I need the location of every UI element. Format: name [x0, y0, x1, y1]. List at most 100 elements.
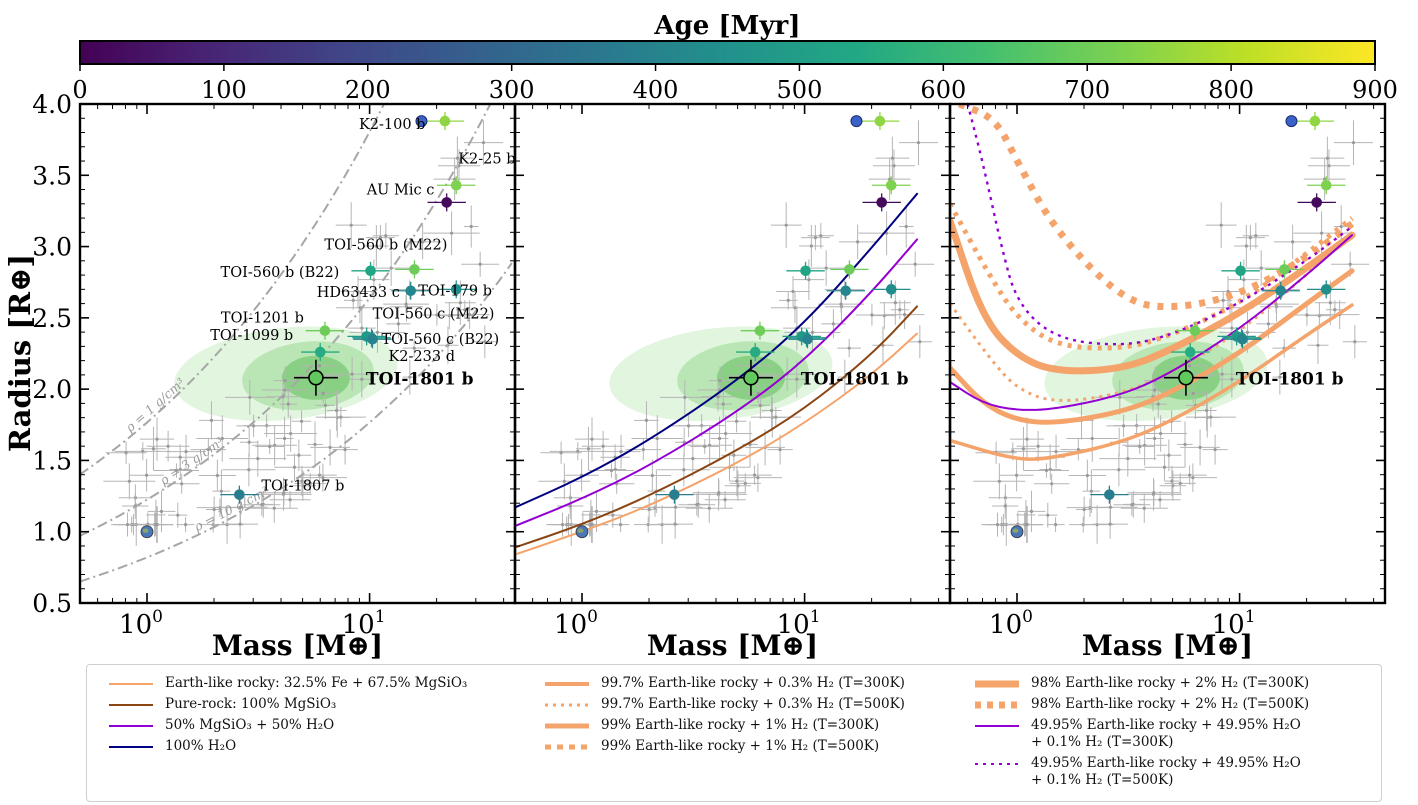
- background-planet: [151, 447, 156, 451]
- planet-label: K2-100 b: [359, 117, 426, 133]
- background-planet: [360, 326, 364, 330]
- background-planet: [611, 513, 615, 517]
- background-planet: [124, 451, 128, 455]
- y-axis-label: Radius [R⊕]: [3, 254, 37, 452]
- background-planet: [328, 445, 332, 450]
- x-tick-label: 101: [1212, 607, 1256, 640]
- toi-1801b-marker: [308, 369, 324, 386]
- background-planet: [644, 418, 649, 422]
- background-planet: [1191, 476, 1195, 480]
- legend-swatch: [545, 723, 589, 729]
- background-planet: [350, 372, 354, 376]
- x-tick-label: 100: [989, 607, 1033, 640]
- legend-swatch: [109, 683, 153, 685]
- background-planet: [752, 473, 757, 477]
- background-planet: [1117, 468, 1121, 472]
- panel-3-plot-area: [950, 104, 1373, 546]
- legend-label: 50% MgSiO₃ + 50% H₂O: [165, 717, 335, 733]
- background-planet: [695, 503, 699, 507]
- background-planet: [1025, 437, 1029, 441]
- background-planet: [1153, 388, 1157, 392]
- mass-radius-figure: Age [Myr] 0 100 200 300 400 500 600 700 800 900 ρ =…: [3, 11, 1398, 662]
- background-planet: [1316, 343, 1320, 347]
- background-planet: [455, 156, 459, 160]
- planet-label: HD63433 c: [317, 285, 400, 301]
- young-planet-marker: [1189, 325, 1201, 336]
- background-planet: [559, 451, 563, 455]
- colorbar-tick-label: 0: [72, 76, 87, 104]
- model-curve: [515, 238, 919, 528]
- background-planet: [1159, 431, 1163, 436]
- background-planet: [1339, 224, 1343, 229]
- young-planet-marker: [1320, 179, 1332, 191]
- toi-1801b-marker: [743, 369, 759, 386]
- background-planet: [809, 244, 813, 248]
- y-tick-label: 4.0: [32, 90, 72, 119]
- legend-swatch: [545, 682, 589, 686]
- legend-label: 49.95% Earth-like rocky + 49.95% H₂O + 0…: [1031, 755, 1301, 788]
- background-planet: [321, 476, 325, 480]
- young-planet-marker: [234, 489, 245, 500]
- background-planet: [178, 455, 182, 459]
- background-planet: [1044, 468, 1049, 473]
- y-tick-label: 2.5: [32, 304, 72, 333]
- background-planet: [778, 447, 782, 452]
- background-planet: [1152, 436, 1157, 441]
- background-planet: [209, 418, 214, 422]
- background-planet: [568, 504, 572, 508]
- background-planet: [159, 509, 164, 513]
- background-planet: [716, 395, 720, 399]
- background-planet: [769, 408, 774, 413]
- background-planet: [824, 266, 828, 270]
- legend-swatch: [109, 725, 153, 727]
- background-planet: [1266, 322, 1271, 326]
- background-planet: [1090, 436, 1094, 441]
- background-planet: [1328, 301, 1332, 305]
- background-planet: [1198, 445, 1202, 450]
- background-planet: [248, 395, 252, 399]
- background-planet: [1122, 424, 1126, 428]
- young-planet-marker: [1104, 489, 1115, 500]
- legend-label: 49.95% Earth-like rocky + 49.95% H₂O + 0…: [1031, 717, 1301, 750]
- background-planet: [819, 234, 823, 238]
- model-curve: [950, 234, 1354, 411]
- young-planet-marker: [314, 346, 326, 358]
- colorbar-tick-label: 900: [1352, 76, 1398, 104]
- planet-label: TOI-1201 b: [221, 311, 304, 327]
- background-planet: [317, 364, 322, 368]
- colorbar: [79, 40, 1376, 65]
- legend-swatch: [975, 763, 1019, 765]
- earth-icon-land: [142, 528, 149, 533]
- background-planet: [890, 156, 894, 160]
- background-planet: [1014, 473, 1019, 477]
- background-planet: [1325, 156, 1329, 160]
- legend-label: 99% Earth-like rocky + 1% H₂ (T=500K): [601, 738, 880, 754]
- young-planet-marker: [1279, 264, 1290, 275]
- background-planet: [360, 377, 364, 381]
- young-planet-marker: [840, 285, 852, 297]
- background-planet: [176, 513, 180, 517]
- background-planet: [155, 437, 159, 441]
- background-planet: [1219, 223, 1223, 227]
- background-planet: [374, 244, 378, 248]
- background-planet: [351, 298, 355, 302]
- y-tick-label: 3.5: [32, 161, 72, 190]
- background-planet: [256, 456, 260, 461]
- young-planet-marker: [844, 264, 855, 275]
- background-planet: [807, 278, 811, 282]
- legend-swatch: [545, 744, 589, 750]
- toi-1801b-label: TOI-1801 b: [801, 370, 909, 390]
- planet-label: TOI-560 b (M22): [324, 237, 447, 253]
- background-planet: [1108, 505, 1113, 509]
- background-planet: [560, 522, 565, 527]
- planet-label: TOI-560 c (B22): [382, 332, 500, 348]
- earth-icon-land: [1012, 528, 1019, 533]
- legend-swatch: [975, 680, 1019, 688]
- background-planet: [618, 522, 623, 527]
- earth-icon-land: [577, 528, 584, 533]
- background-planet: [793, 306, 797, 310]
- background-planet: [703, 444, 707, 449]
- background-planet: [286, 402, 290, 406]
- background-planet: [343, 447, 347, 452]
- neptune-icon: [850, 115, 863, 128]
